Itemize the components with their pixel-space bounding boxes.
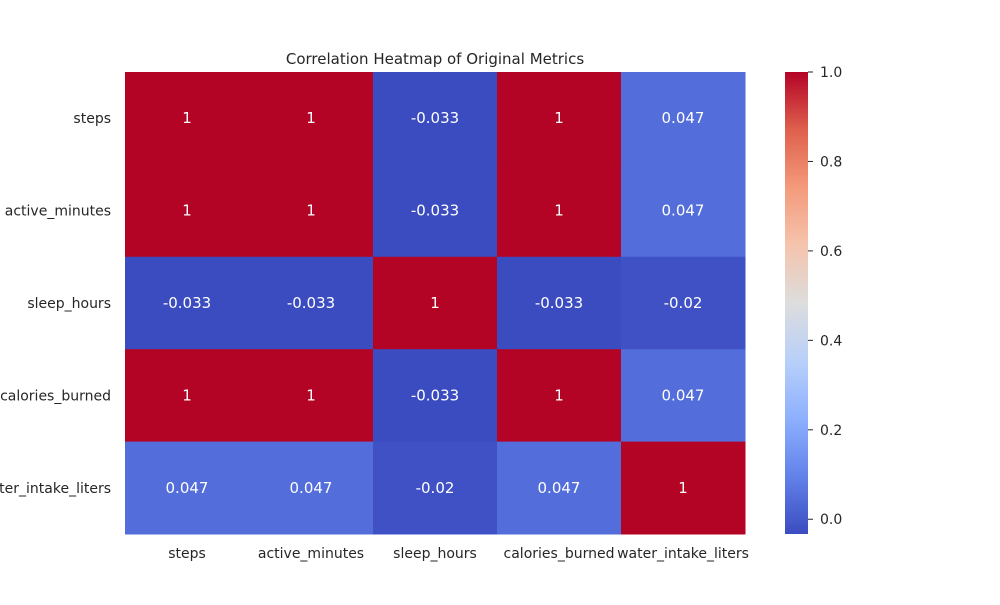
cell-value-label: 0.047 xyxy=(166,479,209,497)
cell-value-label: 0.047 xyxy=(662,202,705,220)
cell-value-label: -0.033 xyxy=(287,294,335,312)
heatmap-cell xyxy=(621,349,746,443)
heatmap-cell xyxy=(497,349,622,443)
heatmap-cell xyxy=(621,441,746,535)
colorbar: 1.0 0.8 0.6 0.4 0.2 0.0 xyxy=(785,65,842,534)
cell-value-label: 1 xyxy=(554,386,564,404)
heatmap-cells: 1 1 -0.033 1 0.047 1 1 -0.033 1 0.047 -0.033 -0.033… xyxy=(125,72,746,535)
heatmap-cell xyxy=(249,441,374,535)
heatmap-cell xyxy=(497,441,622,535)
row-tick-label: calories_burned xyxy=(0,388,111,404)
cell-value-label: -0.033 xyxy=(163,294,211,312)
heatmap-cell xyxy=(249,256,374,350)
row-labels: steps active_minutes sleep_hours calories_b… xyxy=(0,111,111,497)
heatmap-cell xyxy=(373,441,498,535)
colorbar-tick-label: 0.2 xyxy=(820,423,842,439)
heatmap-cell xyxy=(125,441,250,535)
row-tick-label: water_intake_liters xyxy=(0,481,111,497)
cell-value-label: -0.02 xyxy=(664,294,703,312)
cell-value-label: 0.047 xyxy=(538,479,581,497)
cell-value-label: 1 xyxy=(182,202,192,220)
cell-value-label: 0.047 xyxy=(290,479,333,497)
column-tick-label: water_intake_liters xyxy=(617,546,749,562)
colorbar-tick-label: 0.4 xyxy=(820,333,842,349)
colorbar-tick-label: 0.8 xyxy=(820,154,842,170)
heatmap-cell xyxy=(125,256,250,350)
heatmap-cell xyxy=(125,72,250,165)
cell-value-label: 1 xyxy=(678,479,688,497)
cell-value-label: 0.047 xyxy=(662,386,705,404)
cell-value-label: -0.033 xyxy=(411,202,459,220)
heatmap-cell xyxy=(125,349,250,443)
cell-value-label: -0.033 xyxy=(411,386,459,404)
heatmap-cell xyxy=(249,349,374,443)
heatmap-cell xyxy=(373,256,498,350)
cell-value-label: 1 xyxy=(182,386,192,404)
cell-value-label: 1 xyxy=(306,202,316,220)
colorbar-tick-label: 0.6 xyxy=(820,244,842,260)
column-labels: steps active_minutes sleep_hours calories_b… xyxy=(168,546,749,562)
chart-title: Correlation Heatmap of Original Metrics xyxy=(286,50,584,68)
heatmap-cell xyxy=(497,256,622,350)
cell-value-label: 1 xyxy=(182,109,192,127)
colorbar-gradient xyxy=(785,72,808,534)
heatmap-cell xyxy=(621,256,746,350)
row-tick-label: active_minutes xyxy=(5,204,111,220)
heatmap-cell xyxy=(249,164,374,258)
cell-value-label: 1 xyxy=(554,109,564,127)
colorbar-tick-label: 1.0 xyxy=(820,65,842,81)
heatmap-cell xyxy=(373,349,498,443)
heatmap-cell xyxy=(125,164,250,258)
row-tick-label: steps xyxy=(73,111,111,127)
cell-value-label: 0.047 xyxy=(662,109,705,127)
column-tick-label: calories_burned xyxy=(504,546,615,562)
cell-value-label: -0.033 xyxy=(411,109,459,127)
column-tick-label: steps xyxy=(168,546,206,562)
heatmap-cell xyxy=(497,72,622,165)
cell-value-label: 1 xyxy=(554,202,564,220)
colorbar-tick-label: 0.0 xyxy=(820,512,842,528)
cell-value-label: -0.02 xyxy=(416,479,455,497)
cell-value-label: 1 xyxy=(430,294,440,312)
column-tick-label: active_minutes xyxy=(258,546,364,562)
heatmap-cell xyxy=(621,164,746,258)
heatmap-cell xyxy=(497,164,622,258)
cell-value-label: 1 xyxy=(306,109,316,127)
column-tick-label: sleep_hours xyxy=(393,546,477,562)
heatmap-cell xyxy=(249,72,374,165)
cell-value-label: 1 xyxy=(306,386,316,404)
heatmap-cell xyxy=(373,164,498,258)
row-tick-label: sleep_hours xyxy=(27,296,111,312)
cell-value-label: -0.033 xyxy=(535,294,583,312)
heatmap-cell xyxy=(373,72,498,165)
heatmap-cell xyxy=(621,72,746,165)
